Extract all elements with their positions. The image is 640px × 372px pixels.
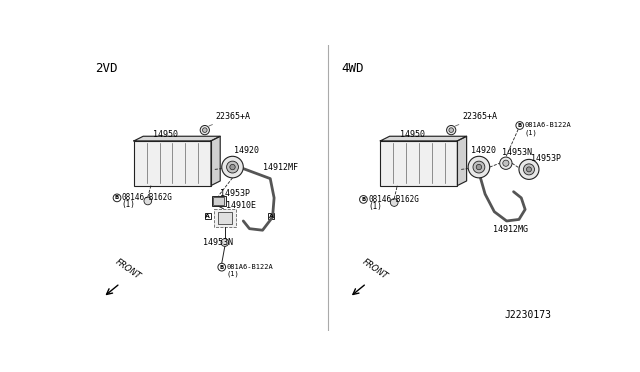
Text: 14953N: 14953N xyxy=(502,148,532,157)
Bar xyxy=(213,197,224,205)
Bar xyxy=(268,213,274,219)
Text: 4WD: 4WD xyxy=(342,62,364,74)
Text: 22365+A: 22365+A xyxy=(455,112,497,126)
Text: 081A6-B122A: 081A6-B122A xyxy=(227,264,273,270)
Circle shape xyxy=(503,160,509,166)
Text: 14950: 14950 xyxy=(399,130,424,139)
Bar xyxy=(218,212,232,224)
Text: 14910E: 14910E xyxy=(227,201,257,210)
Text: (1): (1) xyxy=(368,202,382,211)
Text: (1): (1) xyxy=(122,200,136,209)
Circle shape xyxy=(519,159,539,179)
Circle shape xyxy=(113,194,121,202)
Text: 14950: 14950 xyxy=(153,130,178,139)
Text: 14953N: 14953N xyxy=(204,238,233,247)
Circle shape xyxy=(144,197,152,205)
Circle shape xyxy=(476,164,482,170)
Text: A: A xyxy=(205,214,211,219)
Circle shape xyxy=(230,164,236,170)
Text: B: B xyxy=(115,195,119,201)
Polygon shape xyxy=(458,136,467,186)
Text: FRONT: FRONT xyxy=(114,258,143,282)
Circle shape xyxy=(221,239,228,246)
Circle shape xyxy=(524,164,534,175)
Circle shape xyxy=(468,156,490,178)
Circle shape xyxy=(202,128,207,132)
Text: 14953P: 14953P xyxy=(220,189,250,198)
Text: 08146-B162G: 08146-B162G xyxy=(122,193,173,202)
Circle shape xyxy=(200,125,209,135)
Text: B: B xyxy=(518,123,522,128)
Circle shape xyxy=(390,199,398,206)
Bar xyxy=(212,196,225,206)
Text: A: A xyxy=(269,214,273,219)
Circle shape xyxy=(516,122,524,129)
Text: 14920: 14920 xyxy=(234,145,259,154)
Text: FRONT: FRONT xyxy=(360,258,389,282)
Circle shape xyxy=(473,161,485,173)
Circle shape xyxy=(527,167,531,172)
Text: 14912MG: 14912MG xyxy=(493,225,528,234)
Text: B: B xyxy=(220,264,224,270)
Text: 22365+A: 22365+A xyxy=(209,112,251,126)
Text: 14953P: 14953P xyxy=(531,154,561,163)
Polygon shape xyxy=(134,136,220,141)
Text: 14920: 14920 xyxy=(471,145,496,154)
Polygon shape xyxy=(211,136,220,186)
Text: (1): (1) xyxy=(227,271,239,278)
Text: 08146-B162G: 08146-B162G xyxy=(368,195,419,204)
Text: 2VD: 2VD xyxy=(95,62,118,74)
Text: J2230173: J2230173 xyxy=(504,310,551,320)
Circle shape xyxy=(360,196,367,203)
Text: 081A6-B122A: 081A6-B122A xyxy=(524,122,571,128)
Circle shape xyxy=(449,128,454,132)
Bar xyxy=(380,141,458,186)
Text: 14912MF: 14912MF xyxy=(262,163,298,172)
Circle shape xyxy=(447,125,456,135)
Circle shape xyxy=(227,161,239,173)
Circle shape xyxy=(218,263,225,271)
Bar xyxy=(214,209,236,227)
Bar xyxy=(134,141,211,186)
Polygon shape xyxy=(380,136,467,141)
Circle shape xyxy=(221,156,243,178)
Bar xyxy=(205,213,211,219)
Text: B: B xyxy=(362,197,365,202)
Circle shape xyxy=(500,157,512,169)
Text: (1): (1) xyxy=(524,129,537,136)
